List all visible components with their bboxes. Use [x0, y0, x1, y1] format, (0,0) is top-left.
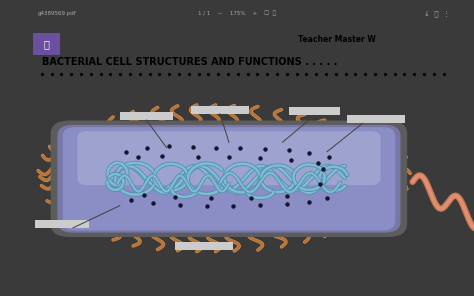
FancyBboxPatch shape [51, 120, 407, 237]
FancyBboxPatch shape [63, 127, 395, 230]
FancyBboxPatch shape [347, 115, 405, 123]
Text: BACTERIAL CELL STRUCTURES AND FUNCTIONS . . . . .: BACTERIAL CELL STRUCTURES AND FUNCTIONS … [42, 57, 337, 67]
FancyBboxPatch shape [57, 125, 401, 233]
FancyBboxPatch shape [77, 131, 381, 185]
FancyBboxPatch shape [289, 107, 340, 115]
FancyBboxPatch shape [120, 112, 173, 120]
Text: Teacher Master W: Teacher Master W [298, 35, 376, 44]
Text: ⎙: ⎙ [43, 39, 49, 49]
FancyBboxPatch shape [35, 220, 89, 228]
Text: g4389569.pdf: g4389569.pdf [38, 11, 77, 16]
FancyBboxPatch shape [33, 33, 60, 55]
Text: ↓  ⎙  ⋮: ↓ ⎙ ⋮ [424, 10, 450, 17]
FancyBboxPatch shape [191, 106, 249, 114]
FancyBboxPatch shape [175, 242, 233, 250]
Text: 1 / 1    —    175%    +    ☐  ⓘ: 1 / 1 — 175% + ☐ ⓘ [198, 11, 276, 16]
